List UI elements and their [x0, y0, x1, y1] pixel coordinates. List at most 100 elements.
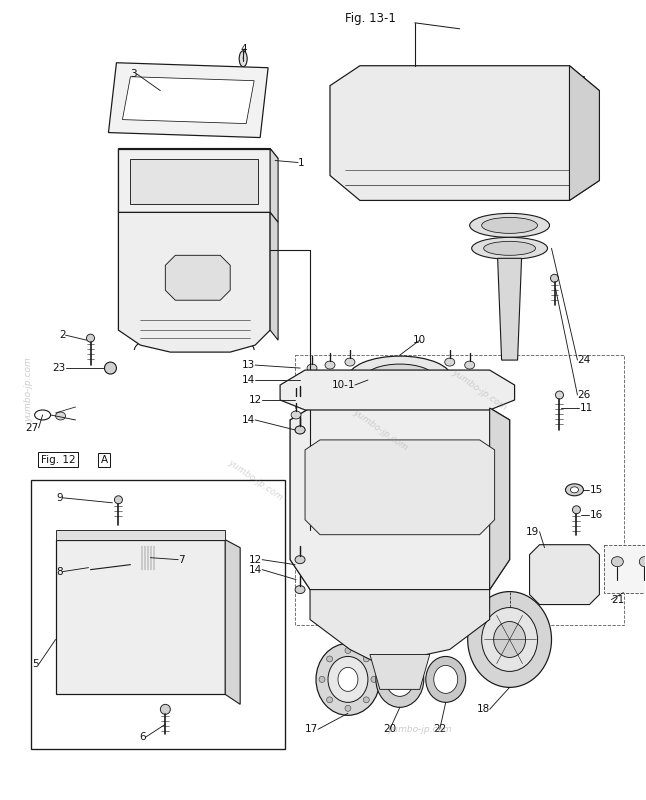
Ellipse shape: [472, 238, 548, 259]
Bar: [605, 545, 646, 593]
Text: 24: 24: [578, 355, 590, 365]
Ellipse shape: [56, 412, 65, 420]
Ellipse shape: [384, 382, 416, 398]
Ellipse shape: [372, 590, 408, 610]
Ellipse shape: [543, 550, 587, 599]
Ellipse shape: [386, 662, 414, 696]
Ellipse shape: [444, 358, 455, 366]
Polygon shape: [570, 66, 599, 201]
Ellipse shape: [307, 364, 317, 372]
Ellipse shape: [319, 677, 325, 682]
Bar: [295, 355, 624, 625]
Text: 13: 13: [242, 360, 255, 370]
Text: 2: 2: [59, 330, 65, 340]
Ellipse shape: [371, 677, 377, 682]
Ellipse shape: [132, 546, 164, 570]
Text: 16: 16: [589, 510, 603, 520]
Text: 23: 23: [52, 363, 65, 373]
Text: 18: 18: [476, 704, 490, 714]
Ellipse shape: [433, 666, 458, 694]
Text: Fig. 13-1: Fig. 13-1: [345, 12, 396, 26]
Ellipse shape: [160, 704, 171, 714]
Ellipse shape: [482, 218, 537, 234]
Ellipse shape: [114, 496, 123, 504]
Text: 9: 9: [56, 493, 63, 502]
Polygon shape: [530, 545, 599, 605]
Ellipse shape: [330, 365, 470, 415]
Ellipse shape: [316, 643, 380, 715]
Polygon shape: [130, 158, 258, 205]
Ellipse shape: [463, 114, 477, 126]
Ellipse shape: [475, 185, 484, 193]
Ellipse shape: [327, 656, 333, 662]
Polygon shape: [270, 149, 278, 222]
Text: 27: 27: [25, 423, 39, 433]
Ellipse shape: [136, 538, 145, 545]
Ellipse shape: [464, 361, 475, 369]
Ellipse shape: [295, 426, 305, 434]
Ellipse shape: [338, 667, 358, 691]
Ellipse shape: [85, 536, 195, 560]
Text: 26: 26: [578, 390, 590, 400]
Ellipse shape: [140, 155, 149, 162]
Ellipse shape: [114, 125, 123, 130]
Ellipse shape: [556, 185, 563, 193]
Ellipse shape: [572, 506, 581, 514]
Ellipse shape: [345, 647, 351, 654]
Ellipse shape: [396, 185, 404, 193]
Ellipse shape: [396, 74, 404, 82]
Text: 15: 15: [589, 485, 603, 495]
Text: 20: 20: [383, 724, 397, 734]
Ellipse shape: [118, 68, 127, 74]
Ellipse shape: [254, 72, 262, 78]
Ellipse shape: [87, 334, 94, 342]
Ellipse shape: [206, 538, 214, 545]
Polygon shape: [118, 149, 270, 213]
Polygon shape: [165, 255, 230, 300]
Ellipse shape: [565, 484, 583, 496]
Text: 5: 5: [32, 659, 39, 670]
Ellipse shape: [640, 557, 646, 566]
Ellipse shape: [295, 426, 305, 434]
Ellipse shape: [376, 109, 404, 133]
Ellipse shape: [376, 651, 424, 707]
Polygon shape: [310, 590, 490, 665]
Ellipse shape: [541, 114, 554, 126]
Ellipse shape: [579, 572, 585, 578]
Polygon shape: [56, 530, 225, 540]
Ellipse shape: [475, 74, 484, 82]
Ellipse shape: [468, 591, 552, 687]
Ellipse shape: [72, 538, 79, 545]
Ellipse shape: [258, 151, 266, 158]
Ellipse shape: [140, 550, 156, 565]
Polygon shape: [123, 77, 254, 123]
Polygon shape: [330, 66, 599, 201]
Ellipse shape: [361, 185, 369, 193]
Text: 10: 10: [413, 335, 426, 345]
Ellipse shape: [250, 126, 258, 133]
Ellipse shape: [561, 591, 567, 598]
Ellipse shape: [140, 202, 149, 207]
Text: 6: 6: [139, 732, 145, 742]
Ellipse shape: [516, 74, 523, 82]
Ellipse shape: [180, 260, 215, 290]
Ellipse shape: [363, 656, 370, 662]
Text: 22: 22: [433, 724, 446, 734]
Ellipse shape: [484, 242, 536, 255]
Ellipse shape: [361, 74, 369, 82]
Polygon shape: [270, 213, 278, 340]
Ellipse shape: [436, 185, 444, 193]
Ellipse shape: [552, 561, 576, 589]
Ellipse shape: [295, 556, 305, 564]
Ellipse shape: [422, 114, 437, 126]
Ellipse shape: [103, 540, 178, 556]
Ellipse shape: [543, 572, 550, 578]
Ellipse shape: [495, 109, 523, 133]
Text: 11: 11: [579, 403, 592, 413]
Text: 12: 12: [249, 395, 262, 405]
Text: A: A: [101, 455, 108, 465]
Text: 8: 8: [56, 566, 63, 577]
Ellipse shape: [258, 206, 266, 211]
Ellipse shape: [291, 396, 301, 404]
Ellipse shape: [383, 114, 397, 126]
